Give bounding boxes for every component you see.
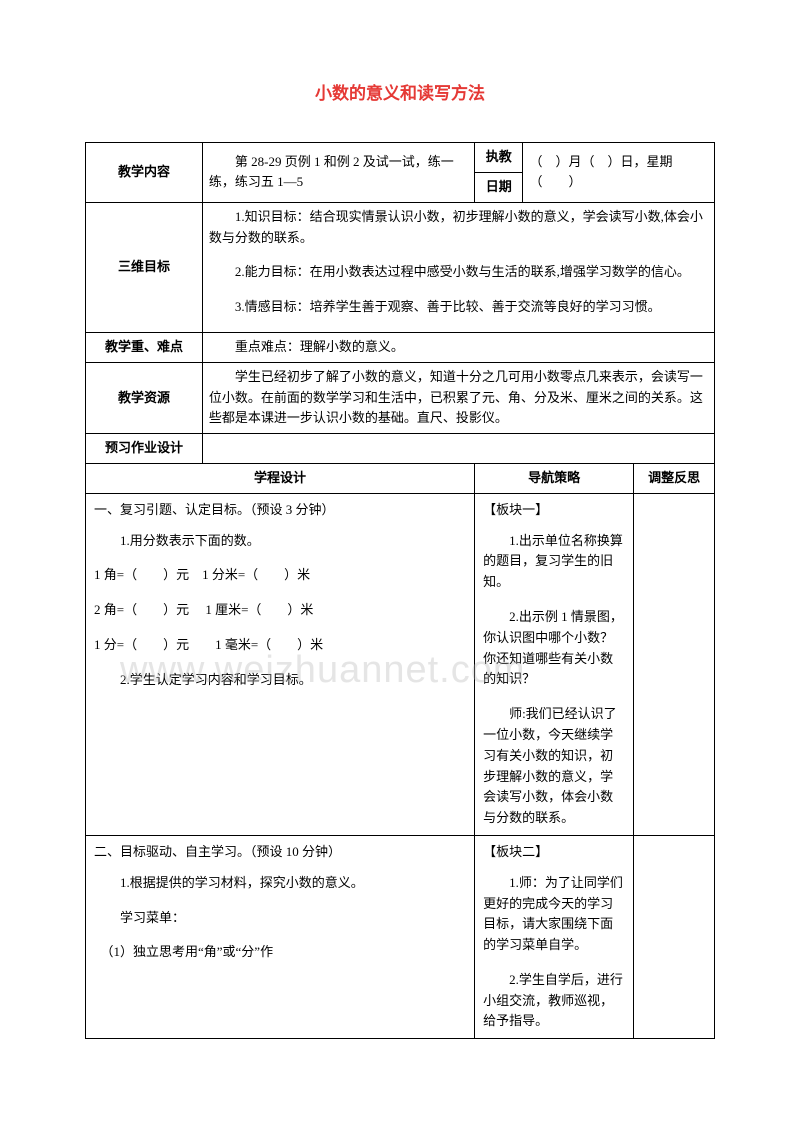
section2-right: 【板块二】 1.师：为了让同学们更好的完成今天的学习目标，请大家围绕下面的学习菜…: [475, 835, 634, 1038]
label-teach-date-2: 日期: [475, 172, 523, 202]
section1-reflection: [634, 493, 715, 835]
header-process-design: 学程设计: [86, 463, 475, 493]
page-title: 小数的意义和读写方法: [85, 80, 715, 107]
sec1-right-p2: 2.出示例 1 情景图，你认识图中哪个小数？你还知道哪些有关小数的知识？: [483, 607, 625, 690]
sec2-right-title: 【板块二】: [483, 842, 625, 863]
label-objectives: 三维目标: [86, 202, 203, 332]
objective-1: 1.知识目标：结合现实情景认识小数，初步理解小数的意义，学会读写小数,体会小数与…: [209, 207, 708, 249]
sec1-left-p2: 1 角=（ ）元 1 分米=（ ）米: [94, 565, 466, 586]
sec2-right-p1: 1.师：为了让同学们更好的完成今天的学习目标，请大家围绕下面的学习菜单自学。: [483, 873, 625, 956]
resources-content: 学生已经初步了解了小数的意义，知道十分之几可用小数零点几来表示，会读写一位小数。…: [202, 362, 714, 433]
teach-date-value: （ ）月（ ）日，星期 （ ）: [523, 143, 715, 203]
objective-2: 2.能力目标：在用小数表达过程中感受小数与生活的联系,增强学习数学的信心。: [209, 262, 708, 283]
label-preview-homework: 预习作业设计: [86, 434, 203, 464]
objectives-content: 1.知识目标：结合现实情景认识小数，初步理解小数的意义，学会读写小数,体会小数与…: [202, 202, 714, 332]
label-teaching-content: 教学内容: [86, 143, 203, 203]
key-difficulty-content: 重点难点：理解小数的意义。: [202, 332, 714, 362]
sec1-right-p1: 1.出示单位名称换算的题目，复习学生的旧知。: [483, 531, 625, 593]
section2-left: 二、目标驱动、自主学习。（预设 10 分钟） 1.根据提供的学习材料，探究小数的…: [86, 835, 475, 1038]
label-resources: 教学资源: [86, 362, 203, 433]
sec1-left-p4: 1 分=（ ）元 1 毫米=（ ）米: [94, 635, 466, 656]
sec1-left-p1: 1.用分数表示下面的数。: [94, 531, 466, 552]
teaching-content: 第 28-29 页例 1 和例 2 及试一试，练一练，练习五 1—5: [202, 143, 474, 203]
sec2-left-title: 二、目标驱动、自主学习。（预设 10 分钟）: [94, 842, 466, 863]
objective-3: 3.情感目标：培养学生善于观察、善于比较、善于交流等良好的学习习惯。: [209, 297, 708, 318]
sec1-left-p5: 2.学生认定学习内容和学习目标。: [94, 670, 466, 691]
sec1-right-title: 【板块一】: [483, 500, 625, 521]
section2-reflection: [634, 835, 715, 1038]
label-teach-date-1: 执教: [475, 143, 523, 173]
sec2-left-p1: 1.根据提供的学习材料，探究小数的意义。: [94, 873, 466, 894]
sec2-left-p3: （1）独立思考用“角”或“分”作: [94, 942, 466, 963]
section1-left: 一、复习引题、认定目标。（预设 3 分钟） 1.用分数表示下面的数。 1 角=（…: [86, 493, 475, 835]
header-reflection: 调整反思: [634, 463, 715, 493]
sec1-left-p3: 2 角=（ ）元 1 厘米=（ ）米: [94, 600, 466, 621]
label-key-difficulty: 教学重、难点: [86, 332, 203, 362]
preview-homework-content: [202, 434, 714, 464]
sec1-left-title: 一、复习引题、认定目标。（预设 3 分钟）: [94, 500, 466, 521]
lesson-plan-table: 教学内容 第 28-29 页例 1 和例 2 及试一试，练一练，练习五 1—5 …: [85, 142, 715, 1039]
header-nav-strategy: 导航策略: [475, 463, 634, 493]
sec2-left-p2: 学习菜单：: [94, 908, 466, 929]
sec2-right-p2: 2.学生自学后，进行小组交流，教师巡视，给予指导。: [483, 970, 625, 1032]
sec1-right-p3: 师:我们已经认识了一位小数，今天继续学习有关小数的知识，初步理解小数的意义，学会…: [483, 704, 625, 829]
section1-right: 【板块一】 1.出示单位名称换算的题目，复习学生的旧知。 2.出示例 1 情景图…: [475, 493, 634, 835]
